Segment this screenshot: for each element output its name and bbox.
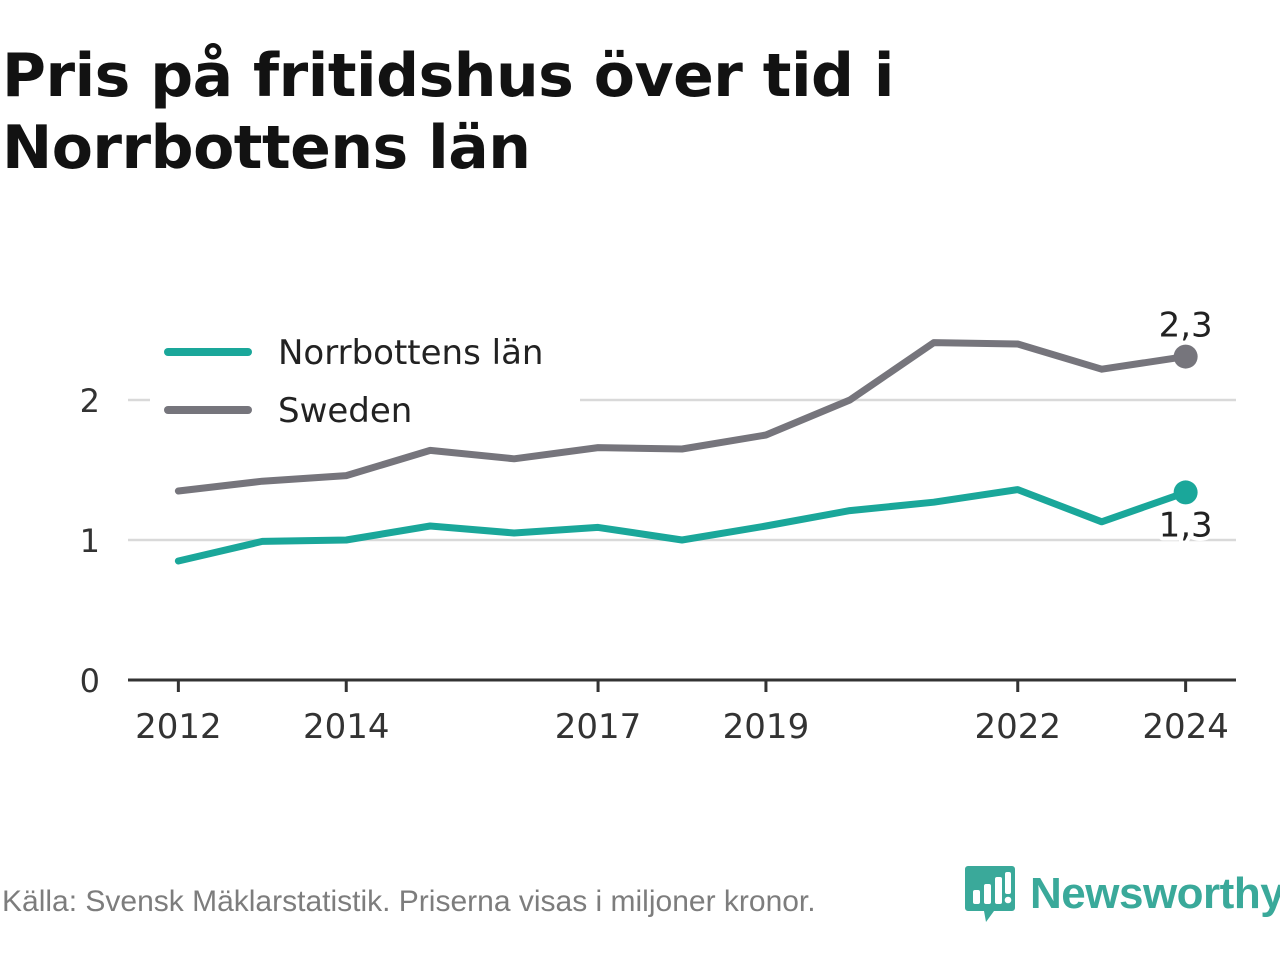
series-line-0 — [174, 486, 1190, 565]
end-label: 1,3 — [1159, 505, 1213, 545]
legend-label: Sweden — [278, 391, 412, 431]
series-line-1 — [174, 339, 1190, 495]
x-tick-label: 2017 — [555, 707, 642, 747]
brand[interactable]: Newsworthy — [964, 864, 1280, 924]
series-end-point — [1173, 480, 1198, 505]
end-label-halo: 1,3 — [1159, 505, 1213, 545]
x-tick-label: 2022 — [974, 707, 1061, 747]
y-tick-label: 1 — [80, 522, 100, 560]
x-tick-label: 2024 — [1142, 707, 1229, 747]
chart-title: Pris på fritidshus över tid i Norrbotten… — [2, 41, 894, 183]
end-label: 2,3 — [1159, 306, 1213, 346]
brand-name: Newsworthy — [1030, 869, 1280, 918]
newsworthy-logo-icon — [965, 866, 1015, 922]
end-label-halo: 2,3 — [1159, 306, 1213, 346]
legend: Norrbottens län Sweden — [150, 322, 580, 440]
x-axis: 2012 2014 2017 2019 2022 2024 — [128, 678, 1236, 747]
series-end-point — [1173, 344, 1198, 369]
source-note: Källa: Svensk Mäklarstatistik. Priserna … — [2, 885, 816, 918]
y-tick-label: 0 — [80, 662, 100, 700]
legend-background — [150, 322, 580, 440]
series-lines: 2,32,31,31,3 — [174, 302, 1217, 565]
x-tick-label: 2019 — [723, 707, 810, 747]
x-tick-label: 2014 — [303, 707, 390, 747]
y-axis: 0 1 2 — [80, 382, 100, 700]
y-tick-label: 2 — [80, 382, 100, 420]
legend-label: Norrbottens län — [278, 333, 543, 373]
x-tick-label: 2012 — [135, 707, 222, 747]
